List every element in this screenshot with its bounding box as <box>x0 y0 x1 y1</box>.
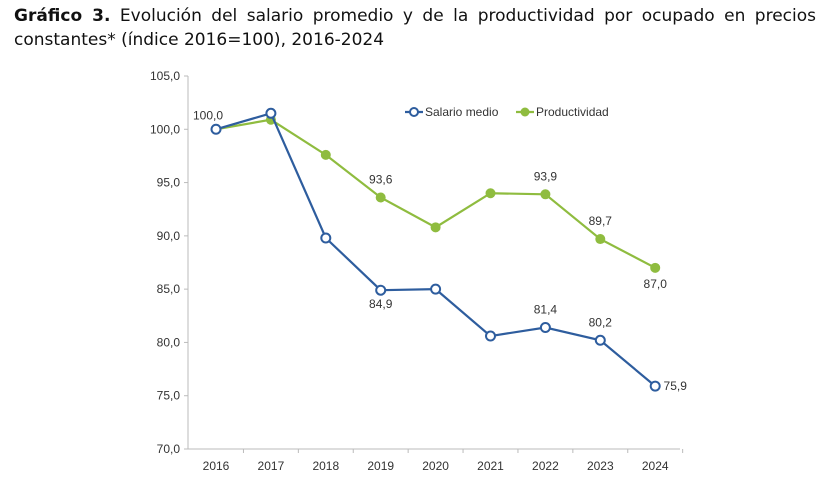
x-tick-label: 2017 <box>258 459 285 473</box>
data-label: 75,9 <box>664 379 688 393</box>
y-tick-label: 80,0 <box>157 335 181 349</box>
data-point-salario <box>320 232 332 244</box>
y-tick-label: 70,0 <box>157 442 181 456</box>
title-text: Evolución del salario promedio y de la p… <box>14 6 816 50</box>
legend-label: Salario medio <box>425 105 499 119</box>
y-tick-label: 85,0 <box>157 282 181 296</box>
x-tick-label: 2020 <box>422 459 449 473</box>
y-tick-label: 95,0 <box>157 176 181 190</box>
data-point-salario <box>539 322 551 334</box>
data-label: 93,6 <box>369 172 393 186</box>
data-point-salario <box>210 123 222 135</box>
data-point-productividad <box>595 234 606 245</box>
x-tick-label: 2022 <box>532 459 559 473</box>
series-line-salario <box>215 111 656 387</box>
data-point-salario <box>649 380 661 392</box>
x-tick-label: 2023 <box>587 459 614 473</box>
data-point-salario <box>430 283 442 295</box>
x-tick-label: 2024 <box>642 459 669 473</box>
data-label: 80,2 <box>589 315 613 329</box>
data-label: 87,0 <box>644 277 668 291</box>
x-tick-label: 2019 <box>367 459 394 473</box>
data-point-productividad <box>320 149 331 160</box>
series-line-productividad <box>215 118 656 269</box>
data-point-salario <box>375 284 387 296</box>
data-point-productividad <box>650 262 661 273</box>
data-label: 84,9 <box>369 297 393 311</box>
chart-title: Gráfico 3. Evolución del salario promedi… <box>14 4 816 52</box>
data-label: 100,0 <box>193 108 223 122</box>
data-point-salario <box>265 107 277 119</box>
legend-label: Productividad <box>536 105 609 119</box>
title-bold: Gráfico 3. <box>14 6 111 26</box>
x-tick-label: 2018 <box>312 459 339 473</box>
data-label: 81,4 <box>534 303 558 317</box>
data-label: 89,7 <box>589 214 613 228</box>
data-point-productividad <box>540 189 551 200</box>
data-point-productividad <box>485 188 496 199</box>
x-tick-label: 2021 <box>477 459 504 473</box>
y-tick-label: 75,0 <box>157 389 181 403</box>
y-tick-label: 90,0 <box>157 229 181 243</box>
data-point-salario <box>594 334 606 346</box>
y-tick-label: 105,0 <box>150 69 180 83</box>
data-label: 93,9 <box>534 169 558 183</box>
data-point-productividad <box>430 222 441 233</box>
data-point-productividad <box>375 192 386 203</box>
x-tick-label: 2016 <box>203 459 230 473</box>
legend-marker <box>520 107 530 117</box>
legend-marker <box>409 107 419 117</box>
data-point-salario <box>485 330 496 342</box>
y-tick-label: 100,0 <box>150 122 180 136</box>
